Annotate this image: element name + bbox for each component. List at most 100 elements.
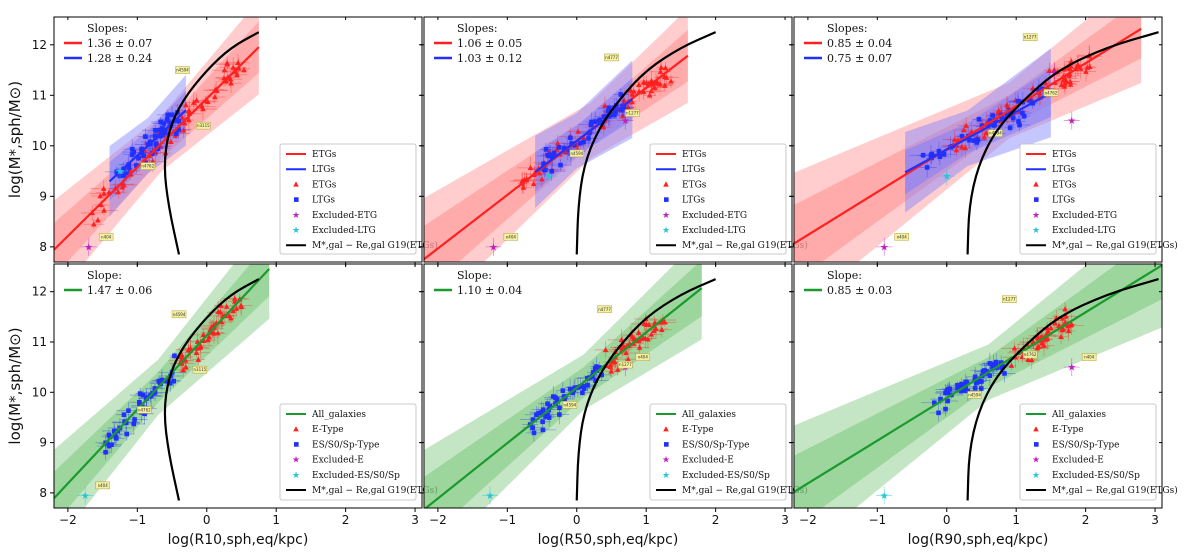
data-point-ltg (987, 373, 993, 378)
annotation-tag-label: n4762 (138, 407, 151, 412)
data-point-etg (668, 78, 674, 84)
data-point-etg (95, 217, 101, 223)
data-point-etg (530, 180, 537, 187)
data-point-etg (602, 346, 609, 353)
slopes-box: Slope: 1.10 ± 0.04 (434, 269, 522, 297)
data-point-ltg (585, 382, 590, 388)
data-point-ltg (163, 378, 169, 383)
legend: ETGs LTGs ETGs LTGs ★ Excluded-ETG ★ Excluded-L… (279, 143, 438, 255)
panel-top-middle: ★ ★ ★ n404 n4594 n4777 n1277 Slopes: 1.06 ± 0.05… (420, 16, 808, 266)
data-point-etg (623, 349, 629, 356)
data-point-ltg (571, 142, 577, 148)
slopes-title: Slope: (827, 269, 862, 282)
data-point-ltg (936, 148, 942, 154)
legend-entry-label: M*,gal − Re,gal G19(ETGs) (682, 485, 808, 496)
legend-entry-label: Excluded-LTG (682, 226, 746, 236)
data-point-etg (182, 357, 189, 363)
data-point-ltg (974, 380, 979, 386)
axes-frame (423, 16, 793, 263)
data-point-ltg (557, 405, 562, 411)
data-point-etg (223, 303, 230, 309)
data-point-etg (627, 87, 634, 93)
data-point-etg (625, 356, 631, 362)
data-point-ltg (594, 364, 599, 369)
data-point-etg (218, 302, 224, 308)
legend: All_galaxies E-Type ES/S0/Sp-Type ★ Excluded… (279, 403, 438, 501)
data-point-etg (119, 184, 126, 190)
data-point-etg (581, 135, 587, 141)
data-point-ltg (130, 146, 135, 152)
annotation-tag: n4762 (1043, 89, 1059, 97)
legend-entry-label: All_galaxies (681, 410, 736, 420)
data-point-ltg (169, 112, 175, 118)
legend-swatch-star: ★ (1032, 211, 1040, 221)
data-point-ltg (152, 390, 158, 395)
data-point-ltg (588, 122, 594, 127)
data-point-ltg (965, 388, 971, 394)
annotation-tag-label: n404 (638, 355, 649, 360)
data-point-ltg (534, 412, 539, 418)
data-point-etg (201, 337, 207, 344)
data-point-ltg (109, 442, 114, 448)
excluded-etg-point: ★ (1067, 363, 1076, 374)
x-tick-label: −1 (128, 513, 146, 527)
slopes-title: Slope: (87, 269, 122, 282)
data-point-etg (1030, 85, 1036, 91)
slope-value: 1.06 ± 0.05 (457, 37, 522, 50)
legend-entry-label: Excluded-ES/S0/Sp (1052, 471, 1140, 481)
data-point-etg (618, 336, 625, 343)
legend-swatch-star: ★ (662, 211, 670, 221)
annotation-tag-label: n4594 (570, 151, 583, 156)
data-point-ltg (590, 369, 596, 375)
annotation-tag-label: n404 (98, 483, 109, 488)
axes-frame (793, 16, 1163, 263)
annotation-tag: n1277 (1002, 295, 1017, 303)
legend: ETGs LTGs ETGs LTGs ★ Excluded-ETG ★ Excluded-L… (649, 143, 808, 255)
fit-line-ETGs (54, 46, 260, 251)
panel-bottom-middle: ★ ★ n404 n4594 n4777 n1277 −2 −1 0 1 2 3 log(R50,sph… (420, 263, 808, 548)
data-point-etg (619, 113, 626, 119)
annotation-tag-box (569, 149, 585, 158)
data-point-ltg (976, 117, 982, 122)
data-point-ltg (137, 399, 142, 405)
data-point-etg (1008, 362, 1015, 368)
legend-entry-label: M*,gal − Re,gal G19(ETGs) (682, 240, 808, 251)
data-point-ltg (171, 378, 176, 384)
data-point-ltg (1027, 97, 1032, 103)
data-point-etg (554, 140, 561, 146)
data-point-ltg (581, 139, 586, 145)
data-point-ltg (158, 119, 163, 125)
data-point-ltg (988, 118, 993, 123)
annotation-tag-box (1022, 350, 1038, 359)
data-point-etg (637, 335, 644, 342)
legend-swatch-triangle (663, 426, 669, 432)
plot-area: ★ ★ n404 n4762 n4594 n3115 (54, 17, 260, 262)
data-point-etg (1060, 326, 1066, 332)
data-point-ltg (987, 361, 993, 366)
excluded-ltg-point: ★ (942, 172, 951, 183)
x-tick-label: 2 (712, 513, 720, 527)
data-point-etg (1048, 325, 1054, 331)
data-point-ltg (568, 135, 573, 141)
data-point-etg (1062, 306, 1068, 312)
data-point-ltg (607, 105, 612, 111)
slope-value: 1.03 ± 0.12 (457, 52, 522, 65)
legend-entry-label: Excluded-ETG (682, 211, 747, 221)
data-point-etg (168, 138, 174, 144)
data-point-etg (607, 363, 614, 370)
legend-swatch-square (664, 197, 669, 202)
legend-swatch-triangle (1033, 181, 1039, 187)
data-point-ltg (974, 140, 980, 145)
legend-entry-label: Excluded-ES/S0/Sp (682, 471, 770, 481)
legend-swatch-star: ★ (292, 211, 300, 221)
data-point-etg (185, 346, 192, 352)
annotation-tag: n4777 (604, 53, 619, 62)
data-point-ltg (126, 408, 131, 413)
legend-entry-label: Excluded-LTG (312, 226, 376, 236)
annotation-tag-box (140, 162, 156, 170)
legend: All_galaxies E-Type ES/S0/Sp-Type ★ Excluded… (649, 403, 808, 501)
data-point-etg (215, 330, 221, 336)
data-point-ltg (972, 385, 978, 391)
data-point-ltg (159, 377, 165, 383)
